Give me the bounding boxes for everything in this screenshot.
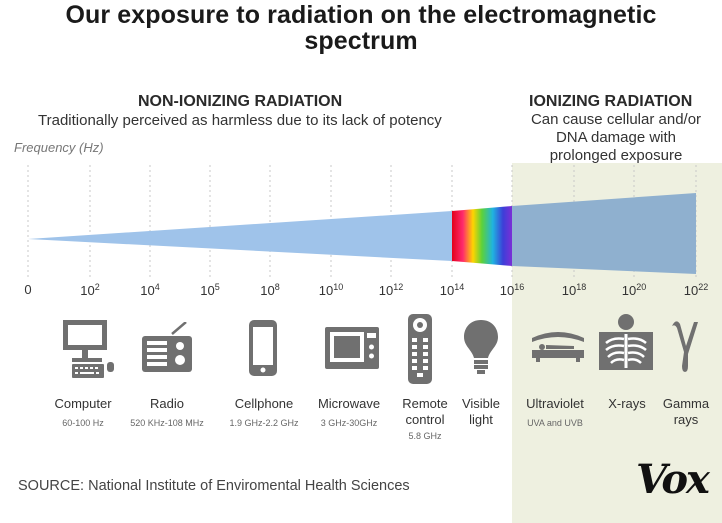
tanning-bed-icon: [532, 332, 584, 362]
tick-label: 1022: [683, 282, 709, 298]
frequency-axis-label: Frequency (Hz): [14, 140, 104, 155]
lightbulb-icon: [464, 320, 498, 374]
tick-label: 1018: [561, 282, 587, 298]
ionizing-wedge: [512, 193, 696, 274]
vox-logo: Vox: [636, 456, 710, 503]
visible-light-label: Visible light: [461, 396, 501, 427]
ultraviolet-label: Ultraviolet: [526, 396, 584, 411]
non-ionizing-wedge: [28, 211, 452, 261]
non-ionizing-heading: NON-IONIZING RADIATION: [138, 93, 343, 110]
remote-control-icon: [408, 314, 432, 384]
gamma-rays-label: Gamma rays: [662, 396, 710, 427]
source-note: SOURCE: National Institute of Enviroment…: [18, 478, 410, 494]
ultraviolet-range: UVA and UVB: [527, 418, 583, 428]
cellphone-range: 1.9 GHz-2.2 GHz: [229, 418, 299, 428]
tick-label: 105: [200, 282, 220, 298]
computer-range: 60-100 Hz: [62, 418, 104, 428]
tick-label: 1012: [378, 282, 404, 298]
microwave-label: Microwave: [317, 396, 381, 411]
tick-label: 102: [80, 282, 100, 298]
microwave-range: 3 GHz-30GHz: [320, 418, 378, 428]
radio-range: 520 KHz-108 MHz: [130, 418, 204, 428]
gamma-icon: [672, 321, 698, 372]
ionizing-description: Can cause cellular and/or DNA damage wit…: [530, 111, 702, 164]
computer-label: Computer: [54, 396, 112, 411]
xray-icon: [599, 314, 653, 370]
ionizing-heading: IONIZING RADIATION: [529, 93, 693, 110]
xrays-label: X-rays: [608, 396, 646, 411]
tick-label: 0: [24, 282, 32, 297]
spectrum-wedge: [27, 165, 697, 278]
cellphone-label: Cellphone: [234, 396, 294, 411]
radio-label: Radio: [150, 396, 184, 411]
computer-icon: [63, 320, 114, 378]
tick-label: 104: [140, 282, 160, 298]
radio-icon: [142, 322, 192, 372]
tick-label: 1020: [621, 282, 647, 298]
page-title: Our exposure to radiation on the electro…: [65, 1, 657, 55]
tick-label: 108: [260, 282, 280, 298]
tick-label: 1016: [499, 282, 525, 298]
microwave-icon: [325, 327, 379, 369]
cellphone-icon: [249, 320, 277, 376]
non-ionizing-description: Traditionally perceived as harmless due …: [38, 112, 442, 129]
visible-light-band: [452, 206, 512, 266]
remote-control-label: Remote control: [402, 396, 448, 427]
tick-label: 1014: [439, 282, 465, 298]
tick-label: 1010: [318, 282, 344, 298]
remote-control-range: 5.8 GHz: [408, 431, 442, 441]
